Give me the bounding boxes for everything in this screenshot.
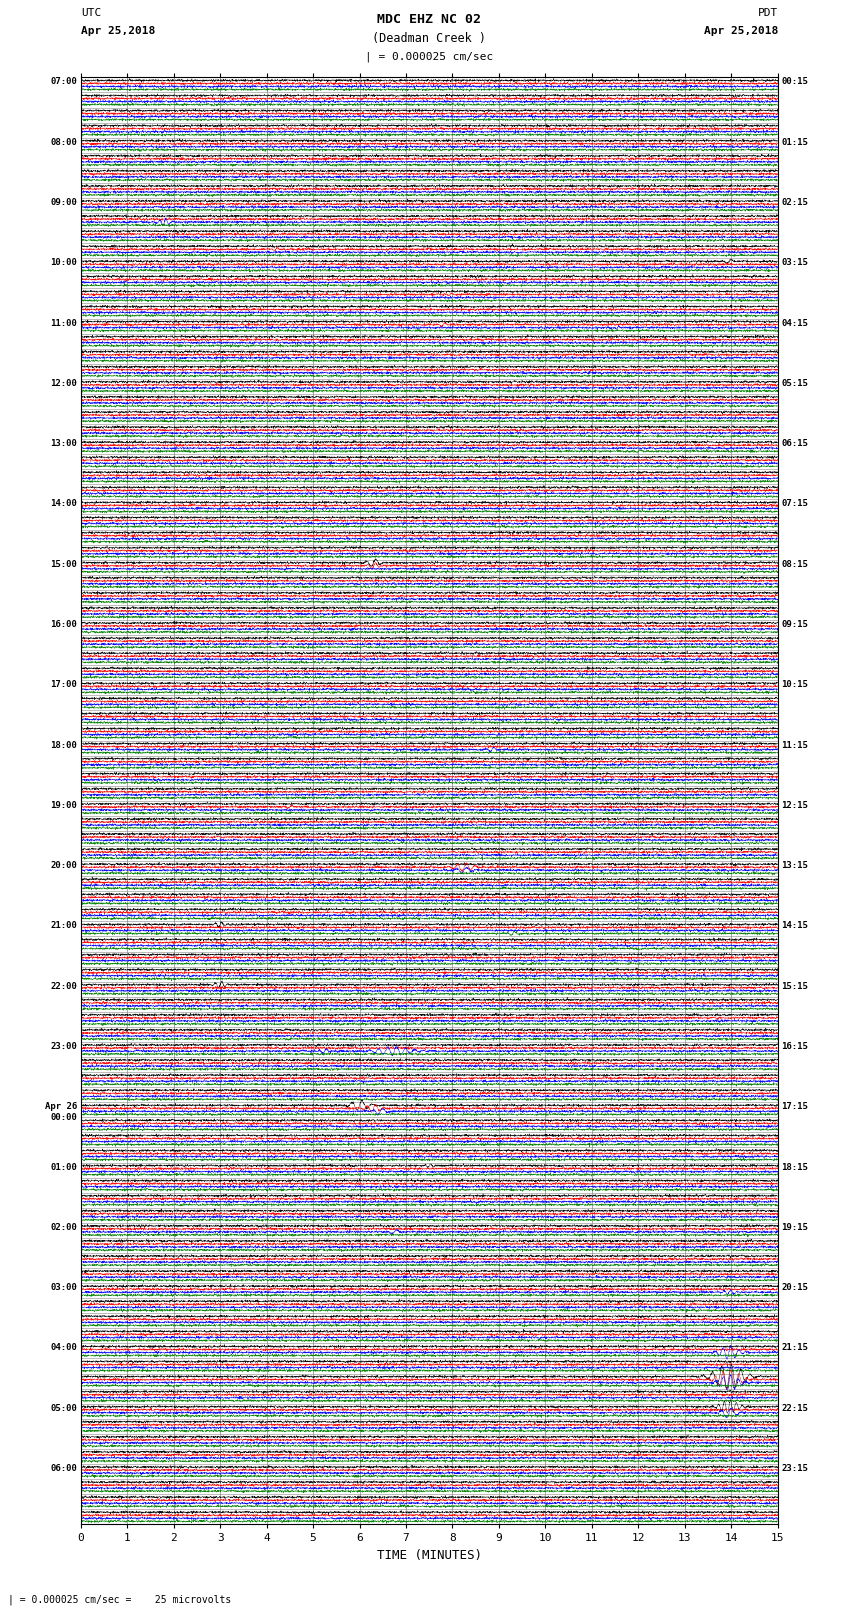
Text: 10:00: 10:00 [50,258,77,268]
Text: 20:15: 20:15 [781,1284,808,1292]
Text: UTC: UTC [81,8,101,18]
Text: 08:15: 08:15 [781,560,808,569]
Text: Apr 25,2018: Apr 25,2018 [81,26,155,35]
Text: 23:15: 23:15 [781,1465,808,1473]
Text: 16:15: 16:15 [781,1042,808,1052]
Text: | = 0.000025 cm/sec: | = 0.000025 cm/sec [366,52,493,63]
Text: 18:15: 18:15 [781,1163,808,1171]
Text: 07:00: 07:00 [50,77,77,87]
Text: 12:15: 12:15 [781,800,808,810]
Text: 03:15: 03:15 [781,258,808,268]
Text: 22:15: 22:15 [781,1403,808,1413]
Text: 15:00: 15:00 [50,560,77,569]
Text: MDC EHZ NC 02: MDC EHZ NC 02 [377,13,481,26]
Text: 21:00: 21:00 [50,921,77,931]
Text: 12:00: 12:00 [50,379,77,387]
Text: 08:00: 08:00 [50,137,77,147]
Text: 00:15: 00:15 [781,77,808,87]
Text: 13:15: 13:15 [781,861,808,869]
Text: 13:00: 13:00 [50,439,77,448]
Text: 02:15: 02:15 [781,198,808,206]
Text: 15:15: 15:15 [781,982,808,990]
Text: 14:15: 14:15 [781,921,808,931]
Text: 03:00: 03:00 [50,1284,77,1292]
Text: 09:15: 09:15 [781,619,808,629]
Text: 01:00: 01:00 [50,1163,77,1171]
Text: Apr 26
00:00: Apr 26 00:00 [45,1102,77,1121]
Text: 11:15: 11:15 [781,740,808,750]
Text: 21:15: 21:15 [781,1344,808,1352]
Text: 16:00: 16:00 [50,619,77,629]
Text: 14:00: 14:00 [50,500,77,508]
Text: 04:00: 04:00 [50,1344,77,1352]
Text: 11:00: 11:00 [50,319,77,327]
Text: 20:00: 20:00 [50,861,77,869]
Text: 01:15: 01:15 [781,137,808,147]
Text: 02:00: 02:00 [50,1223,77,1232]
Text: | = 0.000025 cm/sec =    25 microvolts: | = 0.000025 cm/sec = 25 microvolts [8,1594,232,1605]
Text: 07:15: 07:15 [781,500,808,508]
Text: 09:00: 09:00 [50,198,77,206]
Text: (Deadman Creek ): (Deadman Creek ) [372,32,486,45]
Text: 23:00: 23:00 [50,1042,77,1052]
Text: Apr 25,2018: Apr 25,2018 [704,26,778,35]
Text: 19:00: 19:00 [50,800,77,810]
Text: 22:00: 22:00 [50,982,77,990]
Text: 18:00: 18:00 [50,740,77,750]
X-axis label: TIME (MINUTES): TIME (MINUTES) [377,1548,482,1561]
Text: 19:15: 19:15 [781,1223,808,1232]
Text: 10:15: 10:15 [781,681,808,689]
Text: 06:15: 06:15 [781,439,808,448]
Text: PDT: PDT [757,8,778,18]
Text: 05:00: 05:00 [50,1403,77,1413]
Text: 17:00: 17:00 [50,681,77,689]
Text: 04:15: 04:15 [781,319,808,327]
Text: 06:00: 06:00 [50,1465,77,1473]
Text: 17:15: 17:15 [781,1102,808,1111]
Text: 05:15: 05:15 [781,379,808,387]
